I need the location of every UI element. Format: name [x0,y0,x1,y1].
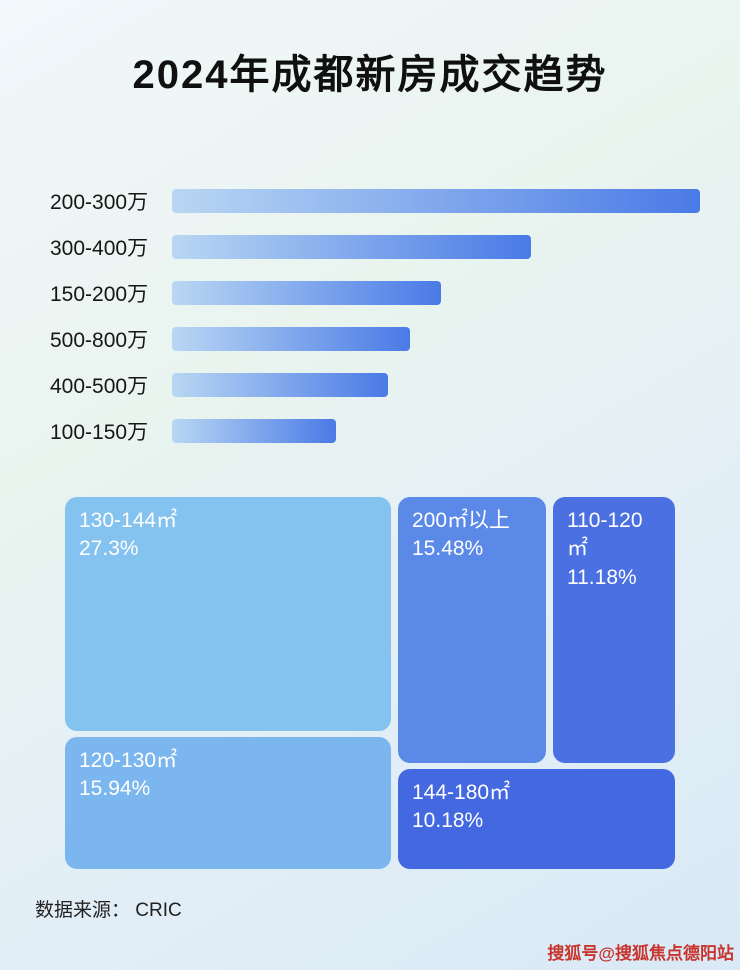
bar-row: 500-800万 [50,316,700,362]
treemap-block: 120-130㎡ 15.94% [65,737,391,869]
bar-track [172,281,700,305]
treemap-block: 130-144㎡ 27.3% [65,497,391,731]
treemap-block-value: 27.3% [79,537,139,561]
bar-track [172,327,700,351]
bar [172,327,410,351]
bar-row: 400-500万 [50,362,700,408]
watermark: 搜狐号@搜狐焦点德阳站 [547,944,734,963]
treemap-block: 110-120㎡ 11.18% [553,497,675,763]
area-treemap: 130-144㎡ 27.3% 200㎡以上 15.48% 110-120㎡ 11… [65,497,675,869]
treemap-block-label: 120-130㎡ [79,749,178,772]
bar-label: 100-150万 [50,421,149,444]
bar-row: 200-300万 [50,178,700,224]
treemap-block-value: 15.94% [79,777,151,801]
bar [172,281,442,305]
treemap-block-value: 15.48% [412,537,484,561]
bar-row: 300-400万 [50,224,700,270]
bar-label: 200-300万 [50,191,149,214]
bar-label: 150-200万 [50,283,149,306]
bar-label: 400-500万 [50,375,149,398]
bar-row: 150-200万 [50,270,700,316]
treemap-block: 200㎡以上 15.48% [398,497,546,763]
bar-track [172,189,700,213]
treemap-block-label: 110-120㎡ [567,509,643,561]
bar-label: 300-400万 [50,237,149,260]
bar [172,189,700,213]
bar [172,235,532,259]
page-title: 2024年成都新房成交趋势 [132,53,608,97]
bar [172,373,389,397]
bar-label: 500-800万 [50,329,149,352]
bar-track [172,373,700,397]
data-source: 数据来源： CRIC [35,900,182,921]
treemap-block-label: 200㎡以上 [412,509,511,532]
treemap-block-label: 130-144㎡ [79,509,178,532]
bar-track [172,235,700,259]
price-bar-chart: 200-300万 300-400万 150-200万 500-800万 400-… [50,178,700,454]
treemap-block-value: 10.18% [412,809,484,833]
treemap-block-value: 11.18% [567,565,637,589]
treemap-block-label: 144-180㎡ [412,781,511,804]
treemap-block: 144-180㎡ 10.18% [398,769,675,869]
bar-row: 100-150万 [50,408,700,454]
bar [172,419,336,443]
bar-track [172,419,700,443]
